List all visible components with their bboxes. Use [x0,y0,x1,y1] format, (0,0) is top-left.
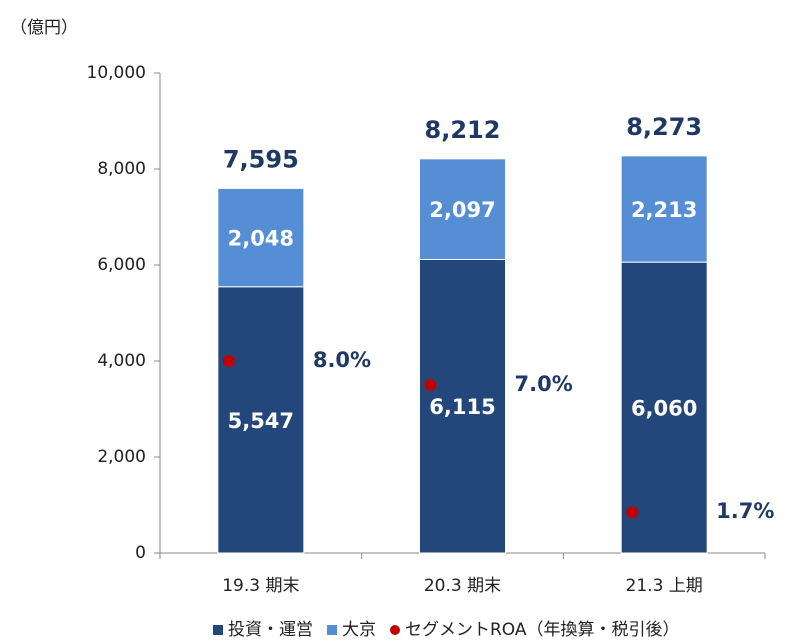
y-tick-label: 10,000 [87,63,146,83]
y-tick-label: 0 [135,543,146,563]
y-tick-label: 4,000 [97,351,146,371]
y-tick-label: 2,000 [97,447,146,467]
bar-segment [620,155,708,263]
legend-swatch [390,625,400,635]
legend-label: 投資・運営 [228,620,313,640]
roa-label: 7.0% [515,372,573,396]
segment-label: 6,060 [631,397,697,421]
segment-label: 2,048 [228,227,294,251]
x-tick-label: 19.3 期末 [222,576,299,596]
legend-swatch [213,625,223,635]
roa-dot [222,355,235,367]
x-tick-label: 20.3 期末 [424,576,501,596]
roa-label: 1.7% [716,499,774,523]
bar-segment [620,261,708,554]
segment-label: 2,213 [631,198,697,222]
y-tick-label: 8,000 [97,159,146,179]
legend-label: 大京 [342,620,376,640]
segment-label: 2,097 [429,198,495,222]
legend-label: セグメントROA（年換算・税引後） [405,620,680,640]
total-label: 8,212 [425,116,501,144]
y-tick-label: 6,000 [97,255,146,275]
total-label: 7,595 [223,145,299,173]
roa-label: 8.0% [313,348,371,372]
roa-dot [424,379,437,391]
y-axis-label: （億円） [10,18,78,38]
total-label: 8,273 [626,113,702,141]
bar-segment [419,158,506,260]
roa-dot [626,506,639,519]
bar-segment [217,187,305,288]
segment-label: 6,115 [429,395,495,419]
bar-segment [217,286,305,554]
legend-swatch [327,625,337,635]
segment-label: 5,547 [228,409,294,433]
x-tick-label: 21.3 上期 [626,576,703,596]
